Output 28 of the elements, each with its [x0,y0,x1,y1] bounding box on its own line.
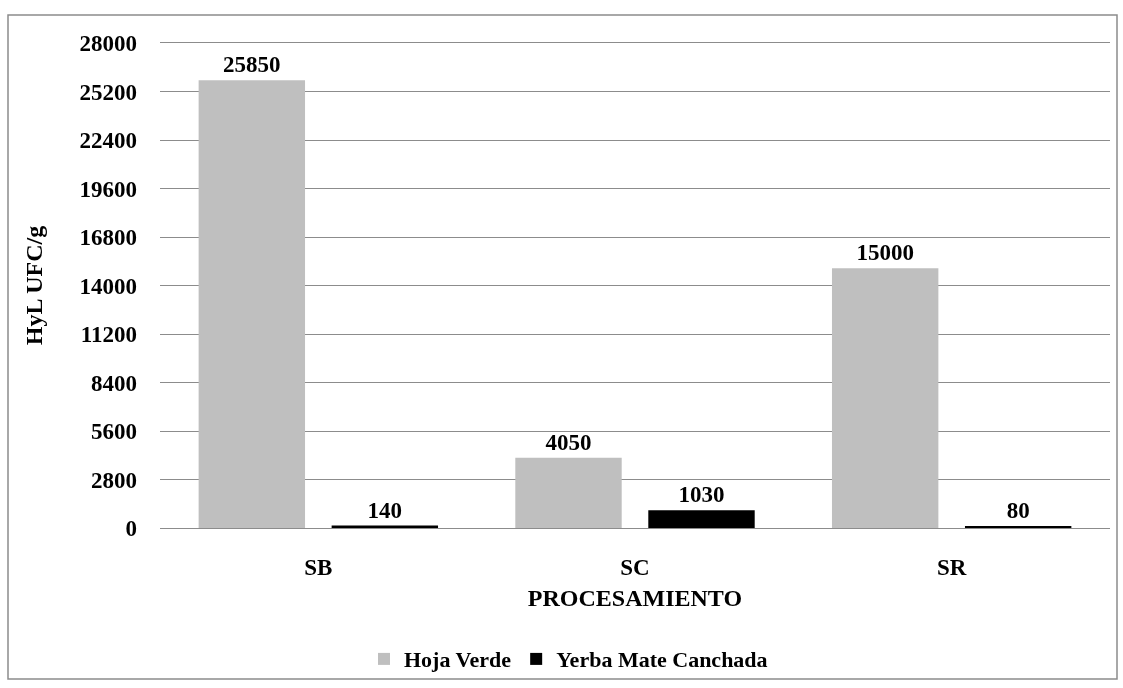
y-tick-label: 0 [125,516,137,542]
y-axis-title: HyL UFC/g [20,225,47,346]
data-label: 80 [1006,498,1030,523]
y-tick-label: 25200 [79,79,137,105]
legend-label: Yerba Mate Canchada [556,647,768,673]
bar [831,268,939,528]
y-tick-label: 5600 [91,419,137,445]
y-tick-label: 16800 [79,225,137,251]
x-tick-label: SB [304,554,333,580]
x-tick-label: SR [936,554,967,580]
y-tick-label: 2800 [91,467,137,493]
y-tick-label: 14000 [79,273,137,299]
bar [648,510,755,528]
y-tick-label: 19600 [79,176,137,202]
bar [198,80,306,528]
y-tick-label: 8400 [91,370,137,396]
y-tick-label: 22400 [79,128,137,154]
bar [515,457,622,528]
legend-label: Hoja Verde [404,647,512,673]
data-label: 1030 [678,482,725,508]
data-label: 140 [367,497,403,523]
data-label: 25850 [223,52,281,78]
data-label: 4050 [545,429,592,455]
data-label: 15000 [856,240,914,266]
x-tick-label: SC [620,554,650,580]
x-axis-title: PROCESAMIENTO [527,584,743,611]
y-tick-label: 11200 [80,322,137,348]
y-tick-label: 28000 [79,31,137,57]
